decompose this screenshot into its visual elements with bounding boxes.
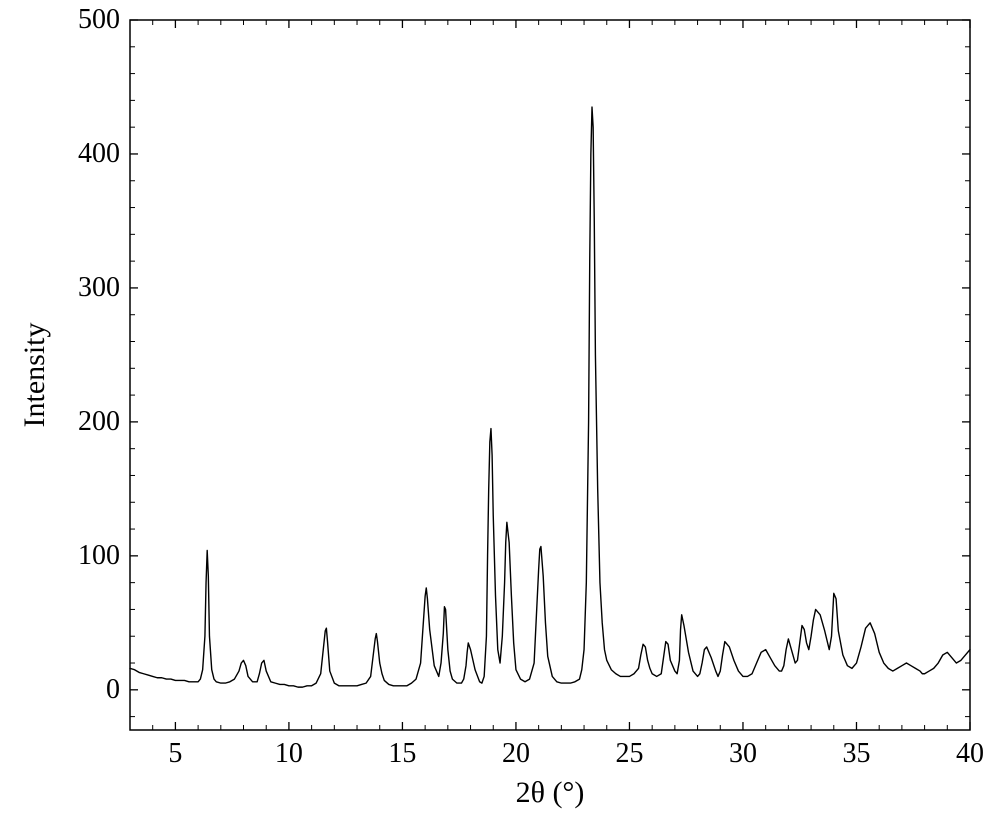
- x-axis-label-text: 2θ (°): [516, 776, 585, 809]
- y-axis-label-text: Intensity: [18, 323, 51, 428]
- x-minor-ticks: [130, 20, 947, 730]
- x-axis-label: 2θ (°): [516, 776, 585, 810]
- plot-svg: [130, 20, 970, 730]
- plot-area: [130, 20, 970, 730]
- y-tick-label: 300: [70, 272, 120, 304]
- y-tick-label: 400: [70, 138, 120, 170]
- y-minor-ticks: [130, 47, 970, 717]
- plot-border: [130, 20, 970, 730]
- x-tick-label: 10: [275, 738, 303, 770]
- x-tick-label: 35: [842, 738, 870, 770]
- y-major-ticks: [130, 20, 970, 690]
- x-major-ticks: [175, 20, 970, 730]
- xrd-data-line: [130, 107, 970, 687]
- y-tick-label: 0: [70, 674, 120, 706]
- xrd-chart-figure: 510152025303540 0100200300400500 2θ (°) …: [0, 0, 1000, 827]
- x-tick-label: 15: [388, 738, 416, 770]
- y-tick-label: 100: [70, 540, 120, 572]
- x-tick-label: 25: [615, 738, 643, 770]
- y-axis-label: Intensity: [18, 323, 52, 428]
- x-tick-label: 30: [729, 738, 757, 770]
- y-tick-label: 200: [70, 406, 120, 438]
- x-tick-label: 20: [502, 738, 530, 770]
- x-tick-label: 40: [956, 738, 984, 770]
- x-tick-label: 5: [168, 738, 182, 770]
- y-tick-label: 500: [70, 4, 120, 36]
